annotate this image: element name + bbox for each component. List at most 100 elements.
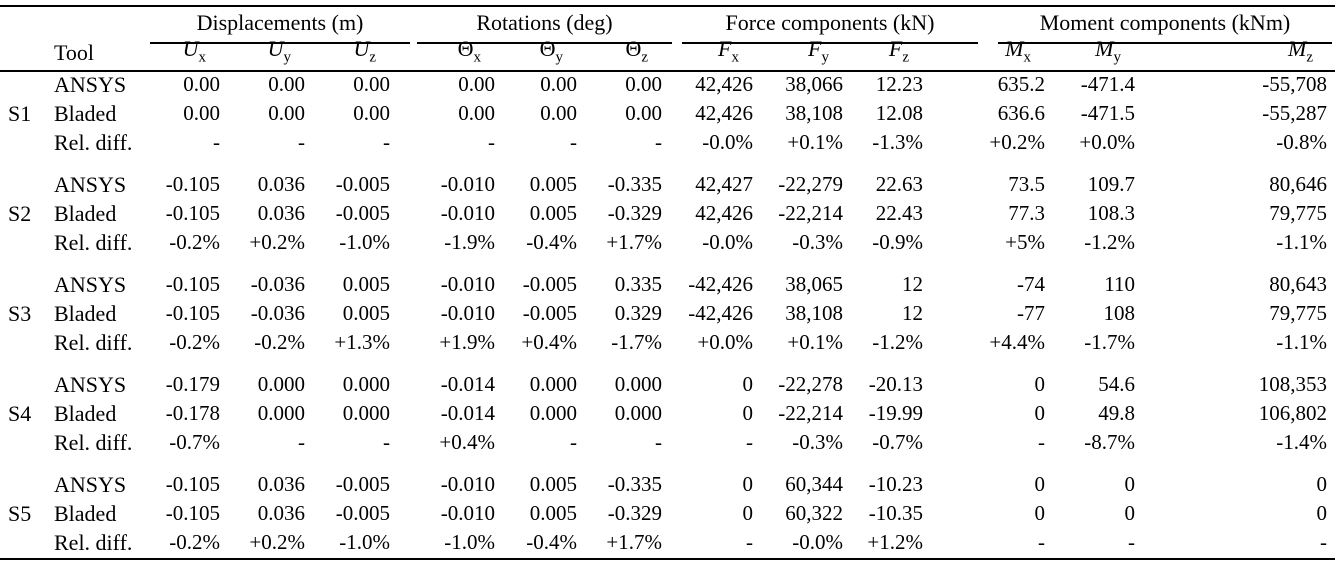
value-cell: 60,344	[785, 472, 843, 496]
col-header-f-y: Fy	[808, 35, 829, 65]
section-label-spacer	[0, 470, 44, 499]
row-s4-ansys: ANSYS -0.179 0.000 0.000 -0.014 0.000 0.000 0 -2…	[0, 370, 1335, 399]
value-cell: +0.0%	[697, 330, 753, 354]
value-cell: +0.1%	[787, 330, 843, 354]
value-cell: -22,278	[778, 372, 843, 396]
value-cell: 0	[1034, 372, 1046, 396]
section-col-spacer	[0, 5, 44, 70]
value-cell: 0.005	[342, 272, 390, 296]
value-cell: -0.036	[250, 301, 305, 325]
value-cell: 0.00	[353, 72, 390, 96]
row-s4-rel-diff: Rel. diff. -0.7% - - +0.4% - - - -0.3% -0.7% - -8.7…	[0, 428, 1335, 457]
value-cell: -1.2%	[1084, 230, 1135, 254]
col-header-m-y: My	[1095, 35, 1121, 65]
group-underline-moments	[998, 42, 1332, 44]
row-s2-rel-diff: Rel. diff. -0.2% +0.2% -1.0% -1.9% -0.4% +1.7%…	[0, 228, 1335, 257]
value-cell: 22.43	[875, 201, 923, 225]
section-label-s1: S1	[8, 100, 32, 126]
value-cell: -0.105	[165, 301, 220, 325]
value-cell: -	[746, 430, 753, 454]
row-s1-bladed: S1 Bladed 0.00 0.00 0.00 0.00 0.00 0.00 42,426 38…	[0, 99, 1335, 128]
value-cell: -0.2%	[169, 330, 220, 354]
value-cell: -	[746, 530, 753, 554]
value-cell: 42,426	[695, 101, 753, 125]
section-label-spacer	[0, 328, 44, 357]
value-cell: 0.335	[614, 272, 662, 296]
value-cell: -	[383, 430, 390, 454]
value-cell: -0.010	[440, 201, 495, 225]
value-cell: 108	[1103, 301, 1136, 325]
value-cell: -	[655, 430, 662, 454]
value-cell: 80,643	[1269, 272, 1327, 296]
value-cell: -0.0%	[702, 230, 753, 254]
value-cell: -0.335	[607, 172, 662, 196]
value-cell: +0.0%	[1079, 130, 1135, 154]
value-cell: 0.036	[257, 172, 305, 196]
value-cell: -0.010	[440, 472, 495, 496]
value-cell: +5%	[1005, 230, 1045, 254]
value-cell: 80,646	[1269, 172, 1327, 196]
row-s5-bladed: S5 Bladed -0.105 0.036 -0.005 -0.010 0.005 -0.3…	[0, 499, 1335, 528]
value-cell: -0.105	[165, 272, 220, 296]
section-label-spacer	[0, 428, 44, 457]
section-label-s5: S5	[8, 500, 32, 526]
value-cell: -0.005	[522, 272, 577, 296]
value-cell: 0.00	[540, 72, 577, 96]
tool-header: Tool	[54, 40, 95, 65]
value-cell: 38,108	[785, 101, 843, 125]
value-cell: -19.99	[868, 401, 923, 425]
value-cell: -0.010	[440, 172, 495, 196]
value-cell: -0.005	[522, 301, 577, 325]
value-cell: 0	[1034, 501, 1046, 525]
value-cell: 54.6	[1098, 372, 1135, 396]
section-label-s2: S2	[8, 200, 32, 226]
value-cell: 0	[742, 501, 754, 525]
table-top-rule	[0, 5, 1335, 7]
col-header-theta-z: Θz	[625, 35, 648, 65]
value-cell: 0.00	[183, 101, 220, 125]
section-label-spacer	[0, 128, 44, 157]
section-label-s3: S3	[8, 300, 32, 326]
value-cell: 12	[902, 301, 923, 325]
value-cell: 0.00	[458, 72, 495, 96]
tool-cell: Bladed	[54, 100, 117, 126]
value-cell: -1.0%	[339, 530, 390, 554]
value-cell: -	[1038, 530, 1045, 554]
value-cell: -0.105	[165, 472, 220, 496]
value-cell: -0.005	[335, 472, 390, 496]
value-cell: -0.005	[335, 501, 390, 525]
row-s3-bladed: S3 Bladed -0.105 -0.036 0.005 -0.010 -0.005 0.3…	[0, 299, 1335, 328]
group-header-rotations: Rotations (deg)	[476, 10, 613, 35]
group-underline-displacements	[150, 42, 410, 44]
section-label-spacer	[0, 70, 44, 99]
value-cell: -42,426	[688, 272, 753, 296]
value-cell: 0.000	[614, 372, 662, 396]
row-s1-rel-diff: Rel. diff. - - - - - - -0.0% +0.1% -1.3% +0.2% +0.0…	[0, 128, 1335, 157]
group-header-forces: Force components (kN)	[725, 10, 935, 35]
value-cell: -0.010	[440, 301, 495, 325]
value-cell: -0.2%	[169, 230, 220, 254]
value-cell: -0.7%	[169, 430, 220, 454]
group-header-moments: Moment components (kNm)	[1039, 10, 1291, 35]
value-cell: -1.0%	[339, 230, 390, 254]
value-cell: 22.63	[875, 172, 923, 196]
value-cell: -471.5	[1080, 101, 1135, 125]
value-cell: -0.8%	[1276, 130, 1327, 154]
block-spacer	[0, 457, 1335, 470]
value-cell: -0.9%	[872, 230, 923, 254]
value-cell: 0	[1034, 401, 1046, 425]
value-cell: 108,353	[1258, 372, 1327, 396]
value-cell: 0.000	[257, 401, 305, 425]
value-cell: -0.335	[607, 472, 662, 496]
value-cell: -22,214	[778, 201, 843, 225]
value-cell: 0.329	[614, 301, 662, 325]
value-cell: -0.3%	[792, 230, 843, 254]
col-header-f-x: Fx	[718, 35, 739, 65]
value-cell: 0.00	[353, 101, 390, 125]
value-cell: 0.000	[529, 372, 577, 396]
table-header-rule	[0, 70, 1335, 72]
value-cell: -0.105	[165, 501, 220, 525]
value-cell: -1.7%	[1084, 330, 1135, 354]
value-cell: -1.1%	[1276, 230, 1327, 254]
